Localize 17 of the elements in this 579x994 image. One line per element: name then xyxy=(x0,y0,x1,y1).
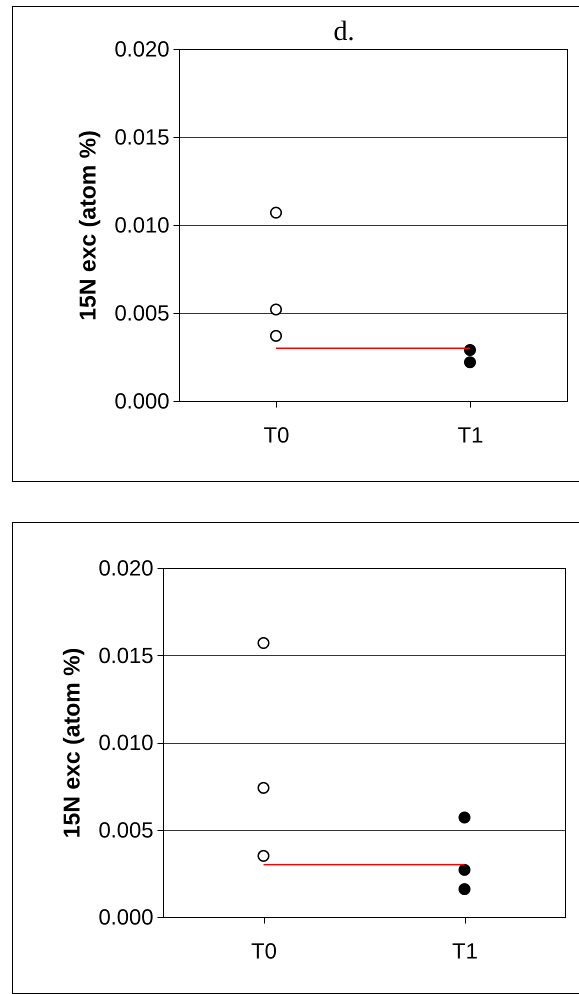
y-axis-title: 15N exc (atom %) xyxy=(74,130,100,321)
y-tick-label: 0.000 xyxy=(98,904,154,930)
x-tick-label: T1 xyxy=(458,422,484,448)
x-tick-label: T1 xyxy=(452,938,478,964)
y-tick-label: 0.000 xyxy=(114,388,170,414)
y-tick-label: 0.020 xyxy=(98,556,154,580)
chart-title: d. xyxy=(334,16,354,47)
y-tick-label: 0.005 xyxy=(114,300,170,326)
y-tick-label: 0.005 xyxy=(98,817,154,842)
y-tick-label: 0.015 xyxy=(114,124,170,150)
x-tick-label: T0 xyxy=(264,422,290,448)
x-tick-label: T0 xyxy=(251,938,277,964)
y-axis-title: 15N exc (atom %) xyxy=(58,648,84,838)
y-tick-label: 0.020 xyxy=(114,36,170,62)
y-tick-label: 0.010 xyxy=(114,212,170,238)
y-tick-label: 0.015 xyxy=(98,642,154,668)
y-tick-label: 0.010 xyxy=(98,730,154,755)
